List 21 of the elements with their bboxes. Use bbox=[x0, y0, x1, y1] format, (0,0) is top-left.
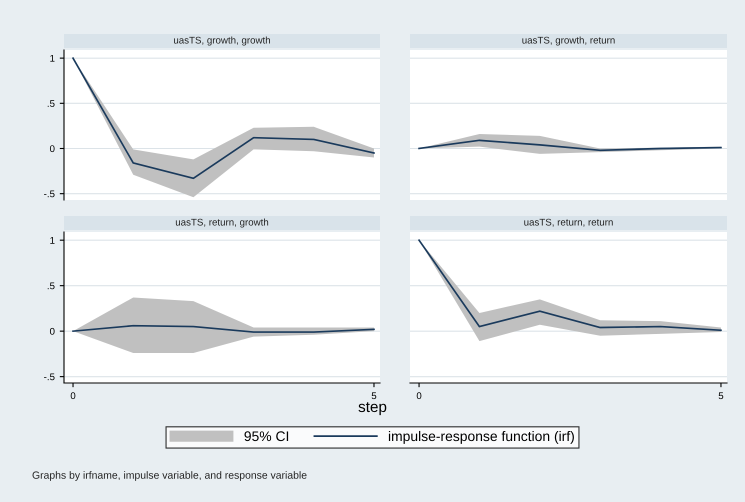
x-axis-title: step bbox=[358, 402, 386, 416]
y-tick-label: 0 bbox=[50, 145, 55, 152]
chart-title: uasTS, return, return bbox=[524, 218, 613, 227]
chart-title: uasTS, growth, return bbox=[522, 36, 615, 46]
chart-title: uasTS, growth, growth bbox=[174, 36, 270, 46]
x-tick-label: 0 bbox=[416, 392, 422, 400]
y-tick-label: .5 bbox=[48, 282, 55, 290]
y-tick-label: .5 bbox=[48, 100, 55, 107]
x-tick-label: 0 bbox=[70, 392, 76, 400]
y-tick-label: 0 bbox=[50, 328, 55, 335]
y-tick-label: -.5 bbox=[44, 190, 55, 198]
legend-label: impulse-response function (irf) bbox=[388, 430, 574, 444]
x-tick-label: 5 bbox=[372, 392, 376, 400]
text: Graphs by irfname, impulse variable, and response variable bbox=[32, 471, 307, 481]
y-tick-label: 1 bbox=[50, 54, 54, 62]
line-series bbox=[72, 324, 375, 333]
x-tick-label: 5 bbox=[718, 392, 724, 400]
text: 95% CI bbox=[244, 431, 288, 442]
y-tick-label: 1 bbox=[50, 237, 54, 244]
y-tick-label: -.5 bbox=[44, 373, 55, 380]
chart-title: uasTS, return, growth bbox=[176, 218, 268, 228]
